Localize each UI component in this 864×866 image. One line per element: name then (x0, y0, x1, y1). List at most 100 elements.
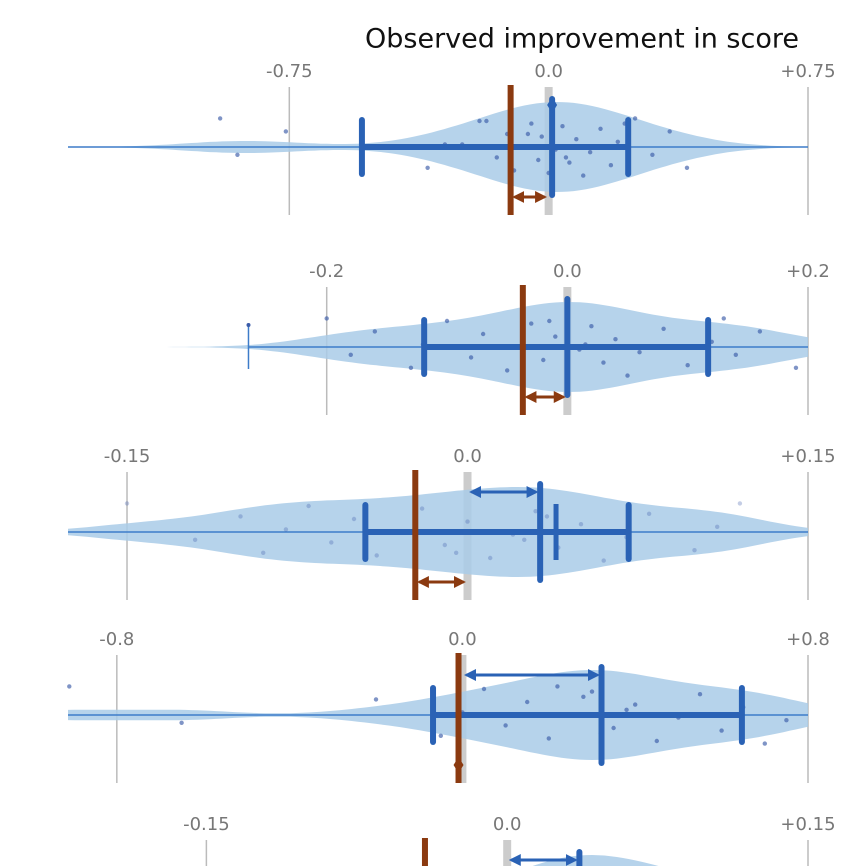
point (179, 720, 184, 725)
point (217, 116, 223, 121)
x-tick-label: +0.15 (780, 446, 835, 467)
point (192, 537, 198, 542)
point (601, 558, 606, 563)
x-tick-label: -0.2 (309, 261, 344, 282)
point (784, 718, 789, 723)
point (587, 150, 593, 155)
point (685, 363, 690, 368)
point (581, 694, 586, 699)
point (601, 360, 606, 365)
point (589, 324, 594, 329)
point (733, 352, 739, 357)
x-tick-label: +0.75 (780, 61, 835, 82)
point (238, 514, 243, 519)
point (608, 163, 614, 168)
point (661, 326, 666, 331)
point (525, 699, 530, 705)
point (283, 527, 289, 532)
point (477, 118, 482, 124)
point (793, 365, 799, 370)
point (546, 736, 552, 741)
point (124, 501, 130, 506)
point (525, 131, 531, 137)
x-tick-label: 0.0 (493, 814, 522, 835)
point (235, 152, 240, 157)
point (372, 329, 378, 334)
point (536, 157, 541, 163)
x-tick-label: -0.8 (99, 629, 134, 650)
x-tick-label: +0.15 (780, 814, 835, 835)
point (522, 537, 527, 542)
point (654, 738, 660, 744)
point (306, 503, 311, 509)
point (533, 509, 538, 514)
point (560, 124, 565, 129)
point (624, 707, 629, 712)
point (261, 550, 266, 555)
violin (532, 855, 659, 866)
x-tick-label: -0.15 (183, 814, 230, 835)
point (329, 540, 334, 545)
point (633, 702, 638, 707)
point (453, 550, 459, 555)
point (408, 365, 414, 370)
chart-title: Observed improvement in score (365, 24, 799, 55)
point (468, 355, 474, 360)
x-tick-label: +0.8 (786, 629, 830, 650)
point (611, 725, 616, 731)
point (650, 152, 655, 157)
point (581, 173, 586, 178)
point (541, 357, 546, 363)
x-tick-label: -0.75 (266, 61, 313, 82)
point (574, 137, 579, 142)
x-tick-label: 0.0 (448, 629, 477, 650)
point (529, 321, 534, 326)
baseline-diamond (453, 757, 464, 773)
median-diamond (547, 97, 558, 113)
x-tick-label: 0.0 (553, 261, 582, 282)
point (613, 337, 618, 342)
point (503, 723, 508, 728)
x-tick-label: 0.0 (453, 446, 482, 467)
point (719, 728, 724, 733)
point (504, 368, 510, 373)
point (567, 160, 572, 165)
point (488, 555, 493, 561)
point (563, 155, 569, 160)
point (625, 373, 630, 378)
point (539, 134, 544, 139)
point (578, 522, 584, 527)
point (442, 542, 448, 548)
point (351, 516, 357, 522)
point (684, 165, 690, 170)
point (632, 116, 638, 121)
point (438, 733, 444, 738)
x-tick-label: +0.2 (786, 261, 830, 282)
point (373, 697, 379, 702)
min-point (246, 323, 251, 327)
point (283, 129, 289, 134)
point (544, 514, 550, 519)
point (737, 501, 743, 506)
point (757, 329, 763, 334)
point (555, 684, 560, 689)
point (615, 139, 621, 144)
point (692, 548, 697, 553)
point (324, 316, 329, 321)
point (480, 331, 486, 337)
point (425, 165, 430, 170)
point (444, 318, 450, 324)
point (715, 524, 720, 529)
point (637, 350, 642, 355)
point (721, 316, 726, 321)
point (667, 129, 672, 134)
x-tick-label: 0.0 (534, 61, 563, 82)
point (494, 155, 499, 160)
point (697, 692, 703, 697)
point (553, 334, 558, 339)
point (598, 126, 603, 131)
point (67, 684, 72, 689)
point (465, 519, 470, 524)
point (348, 352, 353, 357)
